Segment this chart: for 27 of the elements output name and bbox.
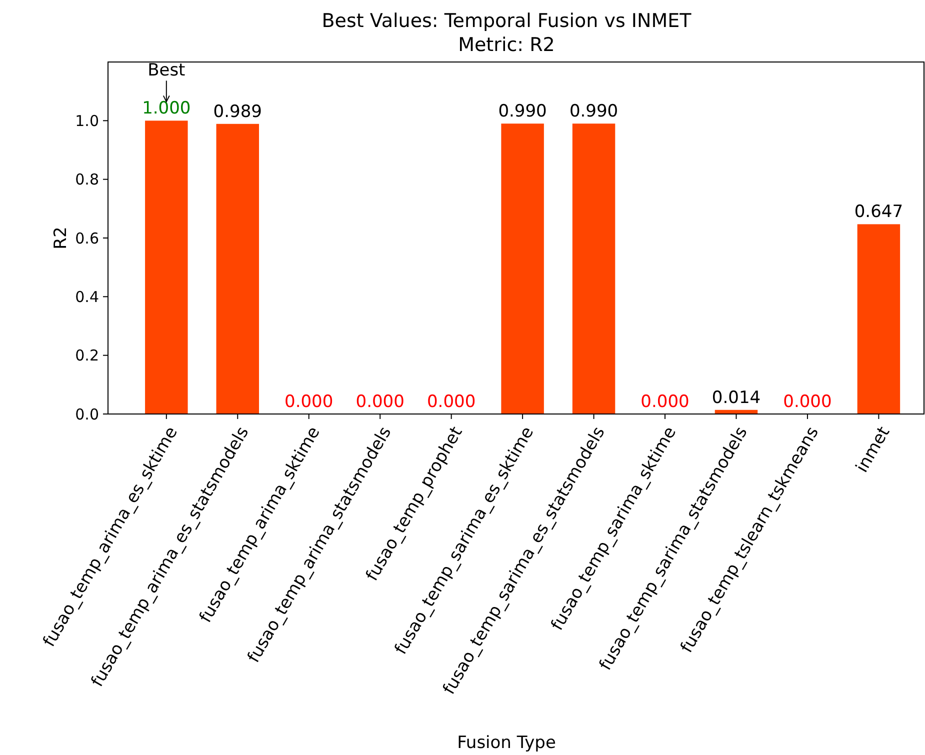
y-tick-label: 0.2 [75,346,99,365]
data-label: 0.647 [854,202,904,222]
y-tick-label: 0.4 [75,288,99,306]
y-tick-label: 1.0 [75,112,99,130]
x-axis-title: Fusion Type [457,733,556,753]
data-label: 0.000 [284,392,334,412]
data-label: 0.000 [783,392,832,412]
chart-title: Best Values: Temporal Fusion vs INMET [322,10,692,32]
data-label: 0.000 [426,392,476,412]
data-label: 0.989 [213,102,262,122]
chart-subtitle: Metric: R2 [458,34,555,56]
data-label: 0.014 [712,388,761,408]
bar [857,224,900,414]
bar [572,124,616,414]
data-label: 0.990 [498,102,547,122]
bar [501,124,544,414]
y-tick-label: 0.8 [75,170,99,189]
data-label: 0.000 [640,392,690,412]
y-axis-title: R2 [51,226,71,250]
bar [145,120,188,414]
data-label: 0.000 [356,392,404,412]
y-tick-label: 0.6 [75,229,99,248]
bar [216,124,260,414]
annotation: Best [148,60,186,81]
data-label: 0.990 [569,102,618,122]
y-tick-label: 0.0 [75,405,99,424]
data-label: 1.000 [142,98,191,119]
